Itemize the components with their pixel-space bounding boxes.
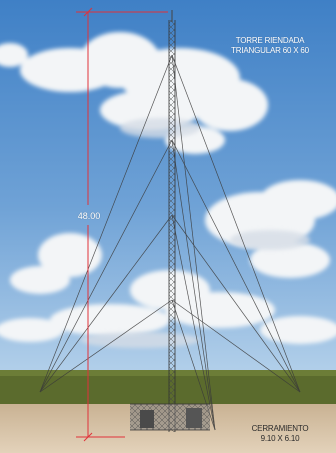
tower-title-label: TORRE RIENDADA TRIANGULAR 60 X 60 (216, 36, 324, 56)
height-dimension-label: 48.00 (77, 211, 101, 221)
fence-label-line2: 9.10 X 6.10 (260, 434, 300, 443)
tower-title-line1: TORRE RIENDADA (235, 36, 305, 45)
guy-wires (39, 54, 301, 431)
tower-mast (168, 10, 176, 432)
fence-label-line1: CERRAMIENTO (251, 424, 309, 433)
height-dimension-line (76, 7, 168, 442)
tower-title-line2: TRIANGULAR 60 X 60 (231, 46, 309, 55)
fence-enclosure (130, 403, 210, 431)
fence-label: CERRAMIENTO 9.10 X 6.10 (236, 424, 324, 444)
